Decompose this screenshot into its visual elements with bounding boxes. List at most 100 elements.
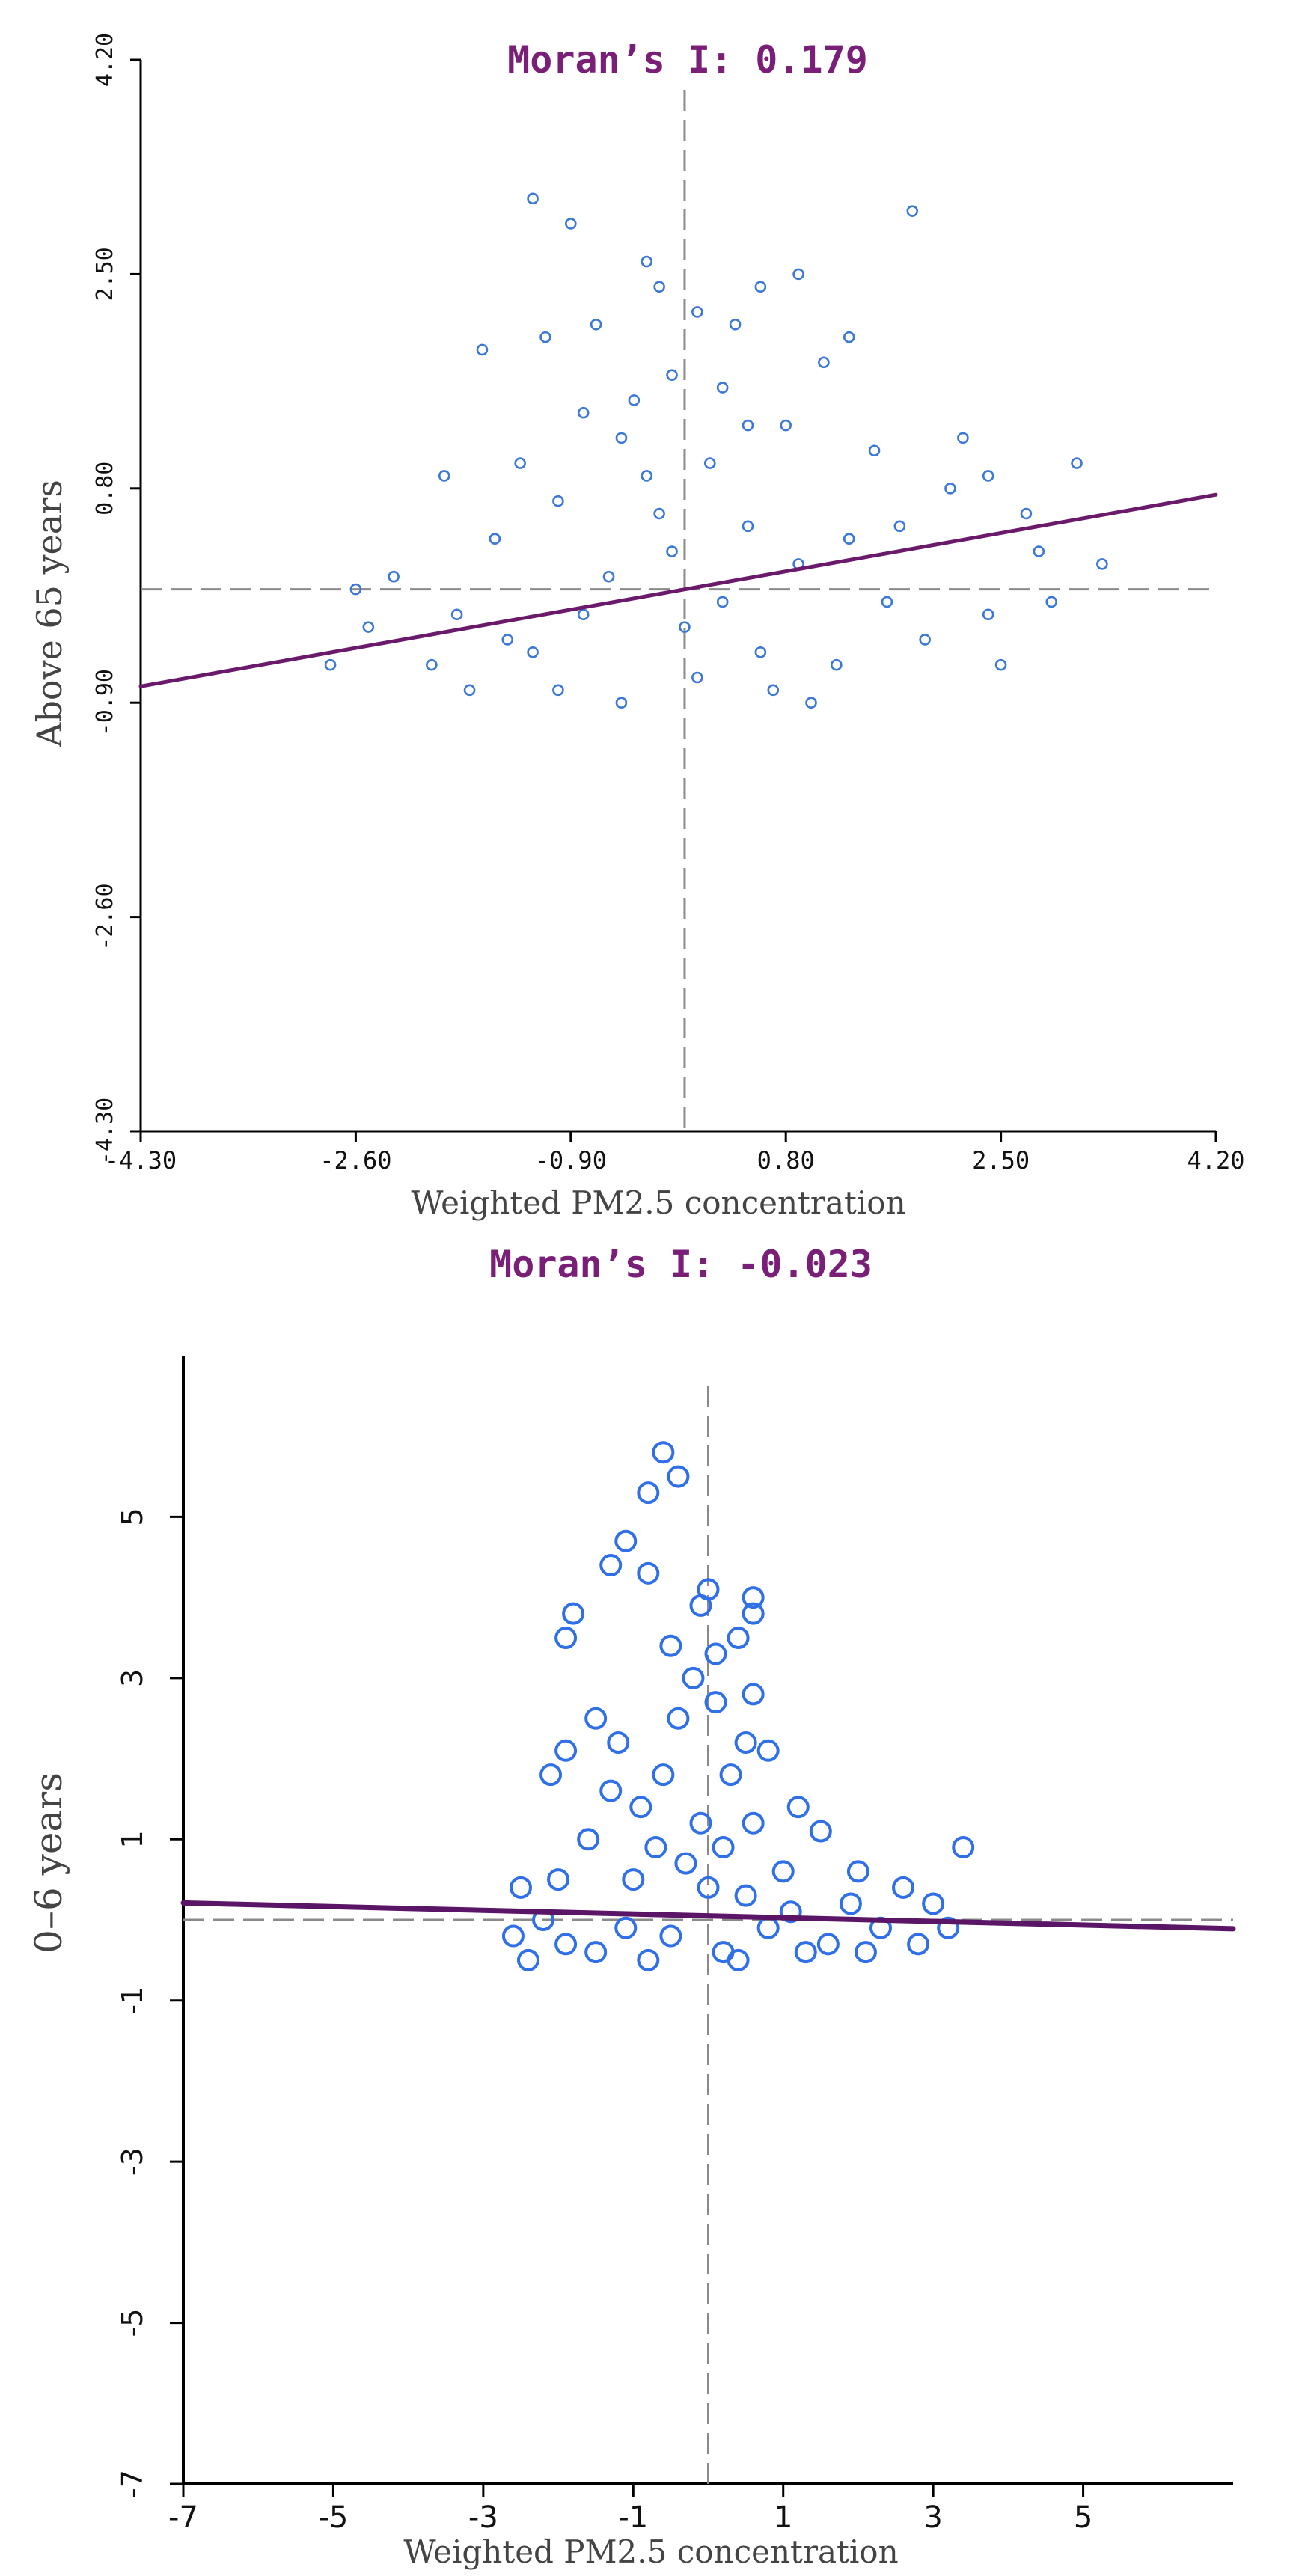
chart-1-point bbox=[767, 684, 780, 697]
chart-1-regression-group bbox=[138, 492, 1218, 688]
chart-2-regression-line bbox=[180, 1900, 1236, 1932]
chart-1-point bbox=[641, 470, 653, 482]
chart-2-point bbox=[562, 1602, 585, 1625]
chart-1-point bbox=[450, 608, 463, 621]
chart-1-point bbox=[729, 318, 742, 331]
chart-2-y-tick-label: -3 bbox=[116, 2147, 149, 2176]
chart-2-point bbox=[771, 1860, 795, 1883]
chart-1-point bbox=[577, 406, 590, 419]
chart-2-point bbox=[756, 1739, 780, 1762]
chart-2-point bbox=[742, 1683, 765, 1706]
chart-1-y-tick-label: -2.60 bbox=[92, 883, 118, 950]
chart-2-x-tick-label: -3 bbox=[468, 2500, 498, 2535]
chart-2-point bbox=[509, 1876, 532, 1899]
chart-2-point bbox=[712, 1836, 735, 1859]
chart-2-point bbox=[689, 1811, 712, 1835]
chart-2-points bbox=[501, 1441, 975, 1971]
chart-2-point bbox=[644, 1836, 667, 1859]
chart-1-point bbox=[893, 520, 906, 533]
chart-1-point bbox=[539, 331, 551, 343]
chart-2-regression-group bbox=[180, 1900, 1236, 1932]
chart-1-point bbox=[489, 533, 501, 545]
chart-1-y-tick-label: 4.20 bbox=[92, 33, 118, 87]
chart-2-point bbox=[539, 1763, 563, 1787]
chart-1-x-tick-label: 2.50 bbox=[972, 1146, 1030, 1175]
chart-1-y-tick-label: 2.50 bbox=[92, 247, 118, 301]
chart-1-x-tick-label: -4.30 bbox=[105, 1146, 177, 1175]
chart-1-point bbox=[628, 394, 641, 406]
chart-1-x-tick-label: 0.80 bbox=[757, 1146, 815, 1175]
chart-1-point bbox=[982, 470, 994, 482]
chart-2-x-tick-label: 3 bbox=[923, 2500, 942, 2535]
chart-1-point bbox=[1033, 545, 1045, 557]
chart-1-point bbox=[653, 507, 665, 520]
chart-2-point bbox=[742, 1602, 765, 1625]
chart-1-point bbox=[716, 382, 729, 394]
chart-2-x-ticks: -7 -5 -3 -1 1 3 5 bbox=[168, 2484, 1092, 2535]
chart-1-point bbox=[463, 684, 476, 697]
chart-2-point bbox=[554, 1627, 578, 1649]
chart-2-point bbox=[779, 1900, 802, 1924]
chart-1-point bbox=[742, 520, 754, 533]
chart-2-point bbox=[794, 1941, 817, 1964]
chart-2-point bbox=[697, 1876, 720, 1899]
chart-1-point bbox=[1045, 596, 1058, 608]
chart-1-point bbox=[906, 205, 919, 217]
chart-2-point bbox=[719, 1763, 742, 1787]
chart-2-point bbox=[547, 1868, 570, 1891]
chart-1-point bbox=[590, 318, 602, 331]
chart-2-y-tick-label: 3 bbox=[116, 1669, 149, 1687]
chart-2-x-tick-label: -5 bbox=[318, 2500, 348, 2535]
chart-2-point bbox=[629, 1796, 652, 1819]
chart-2-y-tick-label: 1 bbox=[116, 1830, 149, 1848]
chart-2-point bbox=[742, 1811, 765, 1835]
chart-1-point bbox=[362, 621, 375, 633]
chart-2-title: Moran’s I: -0.023 bbox=[489, 1243, 872, 1286]
chart-2-point bbox=[674, 1852, 697, 1875]
chart-2-y-tick-label: 5 bbox=[116, 1508, 149, 1526]
chart-2-y-tick-label: -1 bbox=[116, 1986, 149, 2015]
chart-1-point bbox=[577, 608, 590, 621]
chart-2-point bbox=[734, 1884, 757, 1907]
chart-2-point bbox=[756, 1916, 780, 1939]
chart-1-point bbox=[666, 545, 678, 557]
chart-1-point bbox=[501, 634, 514, 646]
chart-1-point bbox=[1020, 507, 1033, 520]
chart-2-point bbox=[607, 1731, 630, 1754]
chart-1-y-tick-label: -4.30 bbox=[92, 1098, 118, 1165]
chart-2-point bbox=[599, 1779, 623, 1802]
chart-1-point bbox=[881, 596, 893, 608]
chart-1-point bbox=[388, 570, 400, 583]
chart-1-point bbox=[944, 482, 956, 495]
chart-2-point bbox=[577, 1828, 600, 1851]
chart-1-point bbox=[843, 331, 855, 343]
chart-2-point bbox=[727, 1627, 750, 1649]
chart-2-y-label: 0–6 years bbox=[27, 1772, 70, 1954]
chart-1-point bbox=[666, 369, 678, 381]
chart-1-point bbox=[691, 306, 703, 318]
chart-2-point bbox=[554, 1739, 578, 1762]
chart-2-y-tick-label: -7 bbox=[116, 2470, 149, 2498]
chart-1-point bbox=[552, 495, 564, 507]
chart-2-point bbox=[704, 1691, 727, 1714]
chart-1: Moran’s I: 0.179 -4.30 -2.60 -0.90 0.80 2.50… bbox=[29, 33, 1245, 1221]
chart-1-x-tick-label: 4.20 bbox=[1187, 1146, 1244, 1175]
chart-1-title: Moran’s I: 0.179 bbox=[507, 38, 868, 82]
chart-2-point bbox=[922, 1892, 945, 1915]
chart-1-point bbox=[641, 255, 653, 268]
chart-2-point bbox=[667, 1707, 690, 1730]
chart-2-point bbox=[854, 1941, 877, 1964]
chart-1-point bbox=[792, 268, 804, 281]
chart-1-point bbox=[831, 658, 843, 671]
chart-1-point bbox=[679, 621, 691, 633]
chart-2-point bbox=[689, 1594, 712, 1617]
chart-2-point bbox=[816, 1933, 840, 1956]
chart-1-point bbox=[982, 608, 994, 621]
chart-2-point bbox=[907, 1933, 930, 1956]
chart-2-point bbox=[704, 1642, 727, 1665]
chart-2-point bbox=[637, 1561, 660, 1585]
chart-1-point bbox=[349, 583, 362, 596]
chart-1-point bbox=[754, 281, 767, 293]
chart-1-point bbox=[994, 658, 1007, 671]
chart-1-regression-line bbox=[138, 492, 1218, 688]
